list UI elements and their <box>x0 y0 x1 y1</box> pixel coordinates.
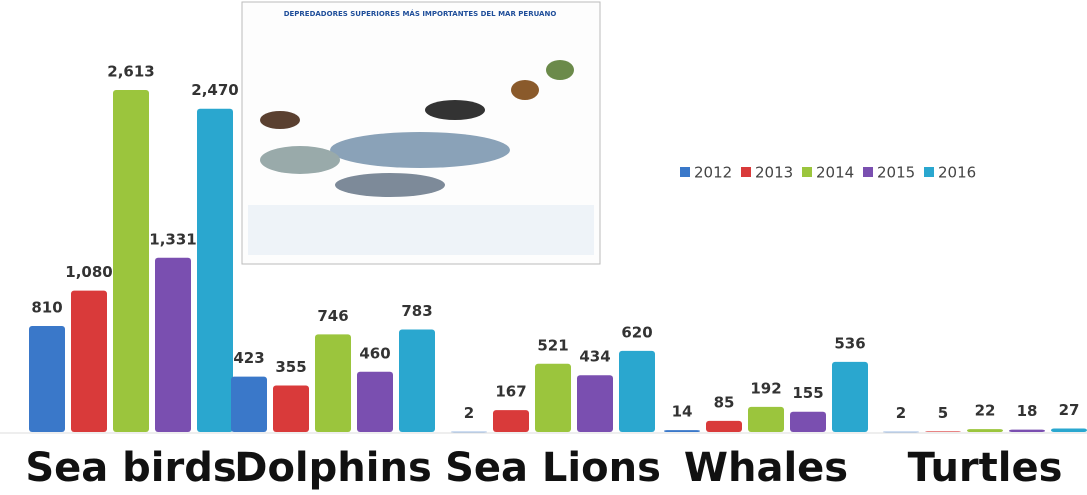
bar <box>315 334 351 432</box>
data-label: 460 <box>359 344 390 362</box>
poster: DEPREDADORES SUPERIORES MÁS IMPORTANTES … <box>241 1 601 265</box>
poster-text-block <box>248 205 594 255</box>
poster-whale <box>335 173 445 197</box>
bar <box>71 290 107 432</box>
poster-sealion <box>260 111 300 129</box>
data-label: 2 <box>464 404 474 422</box>
poster-whale <box>260 146 340 174</box>
data-label: 155 <box>792 384 823 402</box>
bar <box>29 325 65 432</box>
data-label: 521 <box>537 336 568 354</box>
legend-label: 2016 <box>938 164 976 182</box>
bar <box>231 376 267 432</box>
bar <box>399 329 435 432</box>
legend-swatch <box>802 167 812 177</box>
bar <box>577 375 613 432</box>
category-label: Turtles <box>908 445 1063 491</box>
category-label: Sea birds <box>25 445 236 491</box>
legend-swatch <box>924 167 934 177</box>
bar <box>493 410 529 432</box>
bar <box>451 431 487 433</box>
data-label: 192 <box>750 379 781 397</box>
poster-orca <box>425 100 485 120</box>
legend-swatch <box>863 167 873 177</box>
data-label: 18 <box>1017 402 1038 420</box>
data-label: 5 <box>938 404 948 422</box>
bar <box>197 108 233 432</box>
category-label: Whales <box>684 445 848 491</box>
data-label: 536 <box>834 334 865 352</box>
bar <box>790 411 826 432</box>
data-label: 783 <box>401 302 432 320</box>
bar <box>113 90 149 432</box>
data-label: 2 <box>896 404 906 422</box>
poster-turtle <box>511 80 539 100</box>
bar <box>832 361 868 432</box>
legend-label: 2015 <box>877 164 915 182</box>
bar <box>664 430 700 432</box>
data-label: 423 <box>233 349 264 367</box>
bar <box>883 431 919 433</box>
legend-swatch <box>680 167 690 177</box>
data-label: 14 <box>672 403 693 421</box>
bar <box>1051 428 1087 432</box>
data-label: 355 <box>275 358 306 376</box>
data-label: 27 <box>1059 401 1080 419</box>
legend-label: 2014 <box>816 164 854 182</box>
data-label: 746 <box>317 307 348 325</box>
legend-swatch <box>741 167 751 177</box>
category-label: Sea Lions <box>445 445 661 491</box>
category-label: Dolphins <box>234 445 432 491</box>
data-label: 2,613 <box>107 63 154 81</box>
poster-title: DEPREDADORES SUPERIORES MÁS IMPORTANTES … <box>284 9 557 18</box>
bar <box>535 363 571 432</box>
legend-label: 2013 <box>755 164 793 182</box>
bar <box>619 350 655 432</box>
bar <box>967 429 1003 432</box>
data-label: 1,080 <box>65 263 112 281</box>
bar <box>706 420 742 432</box>
data-label: 434 <box>579 348 610 366</box>
data-label: 810 <box>31 298 62 316</box>
bar <box>155 257 191 432</box>
data-label: 1,331 <box>149 230 196 248</box>
data-label: 167 <box>495 383 526 401</box>
poster-whale <box>330 132 510 168</box>
data-label: 22 <box>975 402 996 420</box>
data-label: 85 <box>714 393 735 411</box>
bar <box>273 385 309 432</box>
poster-turtle <box>546 60 574 80</box>
bar <box>1009 429 1045 432</box>
data-label: 2,470 <box>191 81 238 99</box>
bar <box>748 406 784 432</box>
legend-label: 2012 <box>694 164 732 182</box>
bar <box>357 371 393 432</box>
bar <box>925 431 961 432</box>
data-label: 620 <box>621 323 652 341</box>
